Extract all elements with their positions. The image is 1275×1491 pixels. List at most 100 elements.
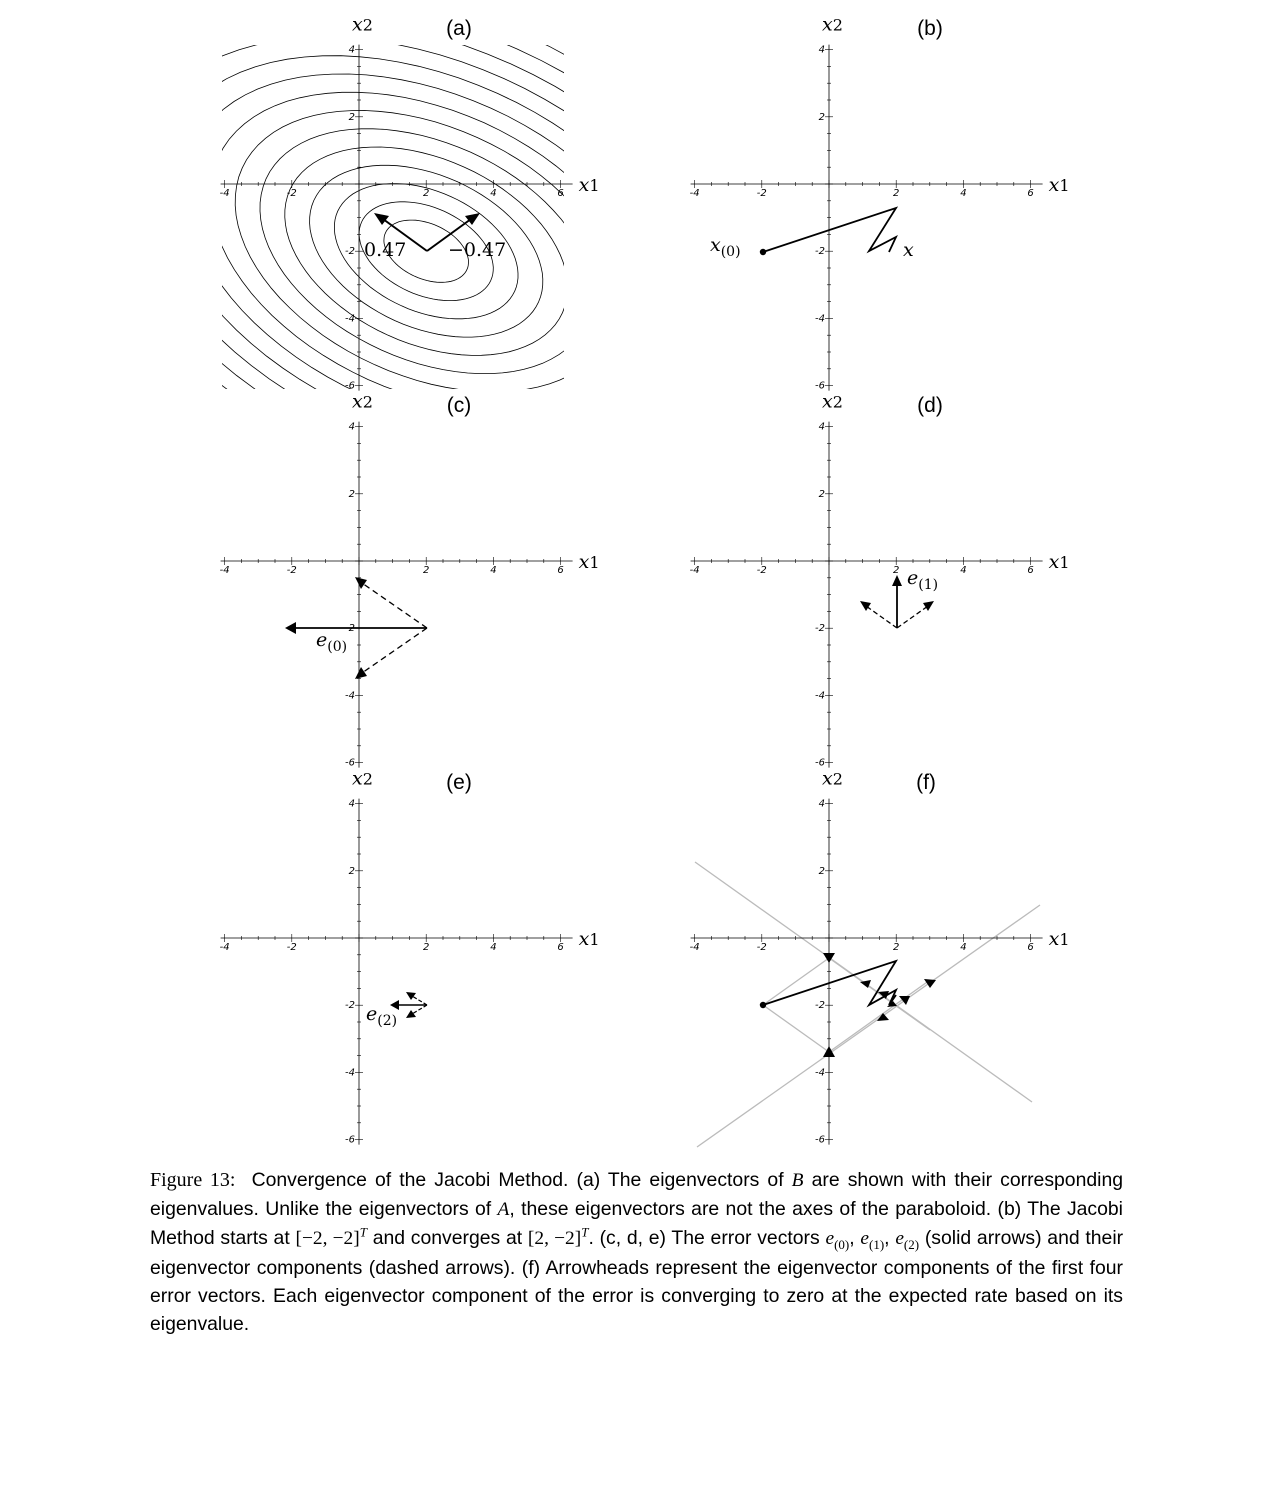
y-tick-label: -2 (345, 1000, 355, 1011)
y-tick-label: -2 (345, 246, 355, 257)
contour-line (383, 219, 469, 283)
contour-line (309, 164, 544, 338)
panel-a-axes: -4 -2 2 4 6 4 2 -2 -4 -6 x1 x2 (220, 14, 600, 392)
error-2-components (411, 995, 428, 1015)
y-axis-label: x2 (822, 14, 843, 36)
panel-b-label: (b) (917, 17, 943, 40)
contour-lines (0, 0, 915, 611)
x-tick-label: 2 (893, 188, 899, 199)
eigenvector-guide-lines (694, 861, 1041, 1148)
x-tick-label: 4 (490, 942, 496, 953)
caption-title: Convergence of the Jacobi Method. (251, 1169, 569, 1191)
eigenvalue-label-pos: 0.47 (364, 239, 406, 261)
contour-line (334, 183, 519, 320)
contour-line (37, 0, 816, 538)
y-tick-label: -6 (345, 1135, 355, 1146)
x-tick-label: -4 (220, 942, 230, 953)
figure-number: Figure 13: (150, 1169, 236, 1191)
y-tick-label: -4 (815, 1067, 825, 1078)
contour-line (284, 146, 564, 356)
x-tick-label: 4 (490, 565, 496, 576)
y-tick-label: 2 (349, 489, 355, 500)
x-tick-label: 2 (423, 565, 429, 576)
contour-line (12, 0, 840, 556)
y-tick-label: -2 (815, 623, 825, 634)
error-vector-0-head (285, 622, 296, 634)
x-tick-label: -2 (757, 188, 767, 199)
panel-f: -4 -2 2 4 6 4 2 -2 -4 -6 x1 x2 (f) (690, 768, 1070, 1148)
contour-line (0, 0, 865, 574)
y-tick-label: 2 (819, 866, 825, 877)
x-tick-label: 6 (1027, 565, 1033, 576)
panel-e: -4 -2 2 4 6 4 2 -2 -4 -6 x1 x2 (e) e(2) (220, 768, 600, 1146)
y-tick-label: -4 (345, 690, 355, 701)
error-2-component-head-up (406, 992, 416, 1000)
y-tick-label: 2 (349, 866, 355, 877)
x-tick-label: 2 (893, 565, 899, 576)
y-tick-label: -2 (815, 1000, 825, 1011)
contour-line (545, 45, 564, 55)
y-tick-label: 4 (349, 799, 355, 810)
jacobi-path-f (762, 959, 899, 1008)
y-axis-label: x2 (352, 391, 373, 413)
y-tick-label: -6 (815, 758, 825, 769)
x-tick-label: 4 (960, 942, 966, 953)
x-tick-label: 2 (423, 942, 429, 953)
x-tick-label: -2 (287, 188, 297, 199)
panel-d-label: (d) (917, 394, 943, 417)
x-tick-label: 4 (960, 188, 966, 199)
panel-d-axes: -4 -2 2 4 6 4 2 -2 -4 -6 x1 x2 (690, 391, 1070, 769)
y-tick-label: 4 (819, 799, 825, 810)
panel-b-axes: -4 -2 2 4 6 4 2 -2 -4 -6 x1 x2 (690, 14, 1070, 392)
jacobi-path (762, 206, 899, 254)
contour-line (358, 201, 494, 301)
y-tick-label: -4 (815, 690, 825, 701)
y-tick-label: 4 (819, 45, 825, 56)
x-tick-label: 2 (893, 942, 899, 953)
x-tick-label: -2 (287, 942, 297, 953)
component-arrowheads (823, 953, 936, 1057)
error-vector-2-head (390, 1000, 399, 1010)
contour-line (0, 0, 915, 611)
eigenvector-arrowhead-left (374, 213, 389, 225)
x-tick-label: 4 (960, 565, 966, 576)
error-1-component-head-right (923, 601, 934, 611)
figure-caption: Figure 13: Convergence of the Jacobi Met… (150, 1169, 1124, 1336)
y-tick-label: -4 (345, 1067, 355, 1078)
panel-f-axes: -4 -2 2 4 6 4 2 -2 -4 -6 x1 x2 (690, 768, 1070, 1146)
y-tick-label: 2 (819, 489, 825, 500)
error-2-component-head-down (406, 1010, 416, 1018)
x-tick-label: 4 (490, 188, 496, 199)
x-tick-label: 2 (423, 188, 429, 199)
y-axis-label: x2 (822, 391, 843, 413)
y-tick-label: -6 (815, 1135, 825, 1146)
panel-c-label: (c) (447, 394, 472, 417)
x-axis-label: x1 (1049, 928, 1070, 950)
error-1-component-head-left (860, 601, 871, 611)
y-tick-label: -6 (345, 758, 355, 769)
panel-d: -4 -2 2 4 6 4 2 -2 -4 -6 x1 x2 (d) e(1) (690, 391, 1070, 769)
x-axis-label: x1 (579, 551, 600, 573)
x-tick-label: -4 (220, 565, 230, 576)
x-axis-label: x1 (579, 174, 600, 196)
start-point-f (759, 1001, 767, 1009)
eigenvector-arrows (382, 218, 472, 252)
panel-b: -4 -2 2 4 6 4 2 -2 -4 -6 x1 x2 (b) x(0) x (690, 14, 1070, 392)
end-point-label: x (903, 239, 914, 261)
error-vector-1-head (892, 575, 902, 586)
y-tick-label: 4 (349, 45, 355, 56)
x-tick-label: 6 (557, 942, 563, 953)
y-tick-label: -6 (345, 381, 355, 392)
error-vector-1-label: e(1) (907, 567, 938, 593)
y-tick-label: -4 (815, 313, 825, 324)
x-axis-label: x1 (1049, 174, 1070, 196)
y-tick-label: 2 (819, 112, 825, 123)
x-tick-label: -4 (690, 188, 700, 199)
x-axis-label: x1 (1049, 551, 1070, 573)
y-tick-label: -2 (815, 246, 825, 257)
start-point-label: x(0) (710, 234, 741, 260)
